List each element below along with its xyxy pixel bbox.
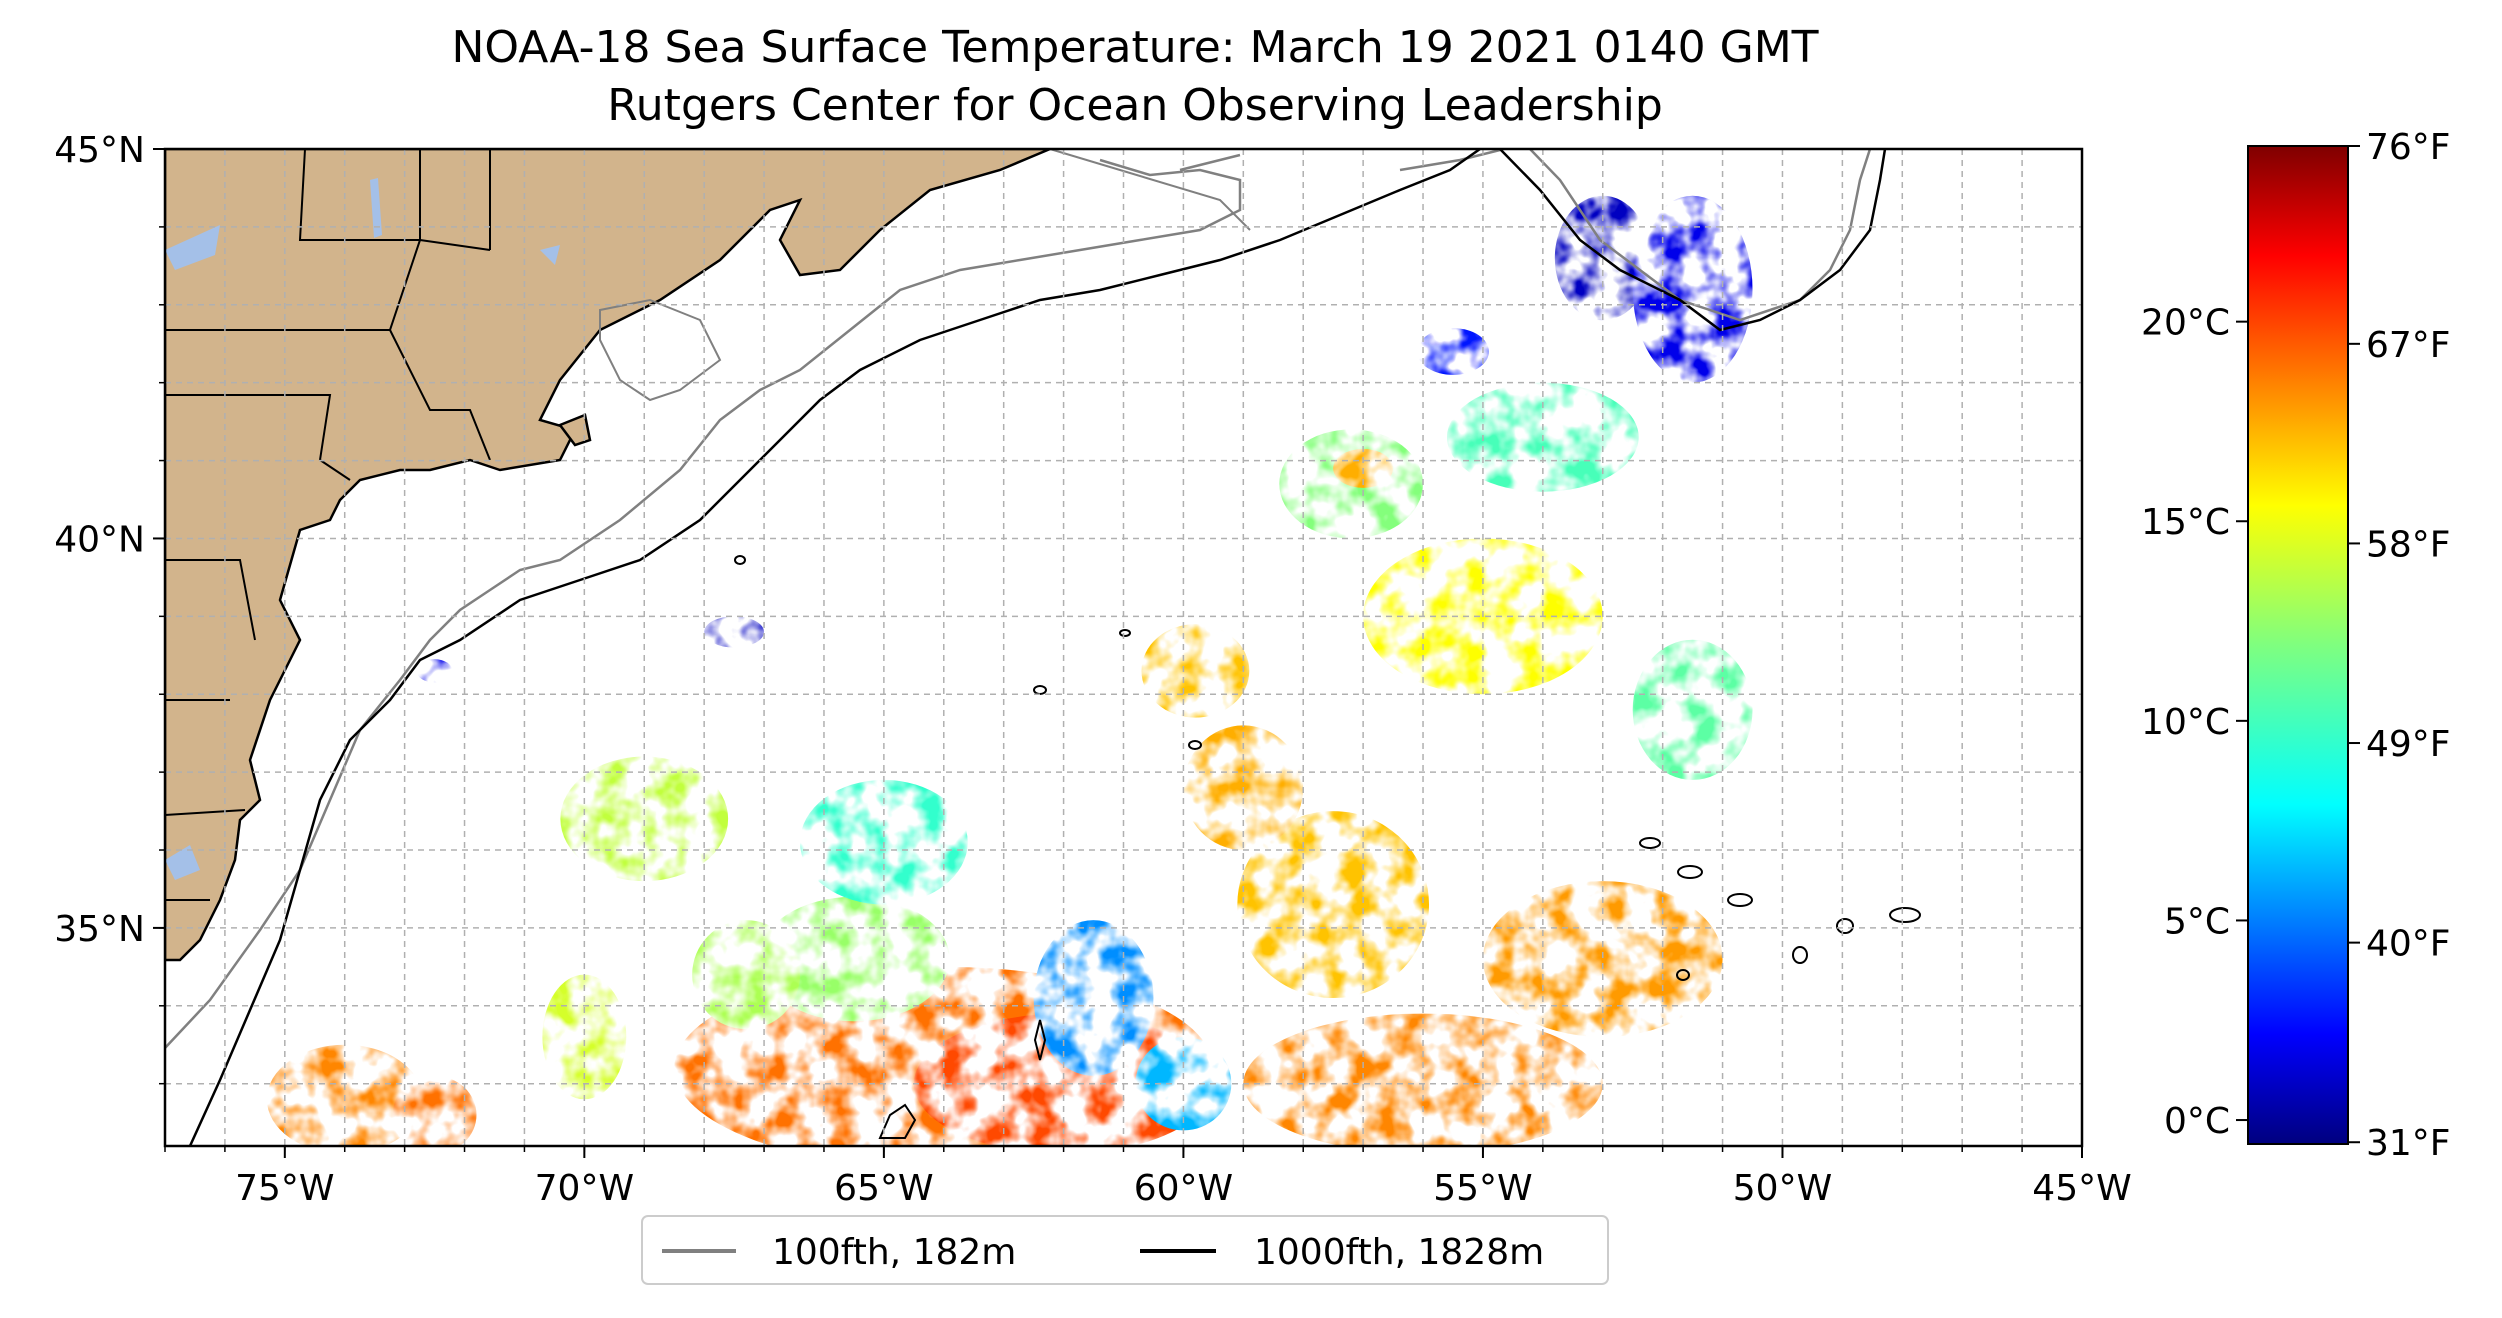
lon-tick-label: 70°W	[535, 1168, 634, 1209]
lat-tick-label: 35°N	[54, 909, 145, 950]
sst-patch	[1135, 1036, 1232, 1131]
map-title: NOAA-18 Sea Surface Temperature: March 1…	[451, 22, 1819, 73]
colorbar-celsius-label: 5°C	[2164, 901, 2230, 942]
colorbar-celsius-label: 10°C	[2141, 702, 2230, 743]
lat-tick-label: 45°N	[54, 130, 145, 171]
colorbar-fahrenheit-label: 67°F	[2366, 325, 2451, 366]
colorbar-celsius-axis: 0°C 5°C 10°C 15°C 20°C	[2141, 303, 2248, 1142]
sst-patch	[1243, 1013, 1603, 1146]
isobath-100fth-gulf-of-maine	[599, 149, 1251, 402]
colorbar-fahrenheit-label: 49°F	[2366, 724, 2451, 765]
lakes	[165, 178, 560, 880]
legend-label-1000fth: 1000fth, 1828m	[1254, 1232, 1544, 1273]
sst-patch	[1033, 920, 1154, 1076]
sst-patch	[1417, 328, 1489, 375]
legend-box	[641, 1215, 1609, 1285]
legend-label-100fth: 100fth, 182m	[772, 1232, 1016, 1273]
sst-patch	[416, 659, 453, 683]
gridlines	[164, 149, 2083, 1146]
sst-patch	[704, 616, 765, 648]
longitude-axis: 75°W 70°W 65°W 60°W 55°W 50°W 45°W	[164, 1146, 2132, 1209]
colorbar: 0°C 5°C 10°C 15°C 20°C 31°F 40°F 49°F 58°F 67°F 7…	[2141, 127, 2450, 1164]
sst-patch	[1482, 881, 1723, 1037]
colorbar-celsius-label: 15°C	[2141, 502, 2230, 543]
state-borders	[165, 149, 491, 901]
colorbar-fahrenheit-label: 58°F	[2366, 524, 2451, 565]
land-cape-cod	[558, 413, 592, 447]
lon-tick-label: 55°W	[1433, 1168, 1532, 1209]
map-subtitle: Rutgers Center for Ocean Observing Leade…	[607, 80, 1663, 131]
lon-tick-label: 50°W	[1733, 1168, 1832, 1209]
lat-tick-label: 40°N	[54, 519, 145, 560]
colorbar-gradient	[2247, 145, 2349, 1145]
colorbar-fahrenheit-axis: 31°F 40°F 49°F 58°F 67°F 76°F	[2348, 127, 2451, 1164]
lon-tick-label: 45°W	[2032, 1168, 2131, 1209]
colorbar-fahrenheit-label: 31°F	[2366, 1123, 2451, 1164]
isobath-1000fth	[188, 149, 1887, 1146]
colorbar-celsius-label: 0°C	[2164, 1101, 2230, 1142]
lon-tick-label: 65°W	[834, 1168, 933, 1209]
sst-patch	[1632, 639, 1753, 780]
colorbar-celsius-label: 20°C	[2141, 303, 2230, 344]
legend: 100fth, 182m 1000fth, 1828m	[641, 1215, 1609, 1285]
sst-patch	[1632, 195, 1753, 383]
latitude-axis: 45°N 40°N 35°N	[54, 130, 165, 1085]
sst-patch	[392, 1075, 477, 1146]
sst-patch	[542, 974, 627, 1100]
sst-patch	[560, 756, 729, 882]
colorbar-fahrenheit-label: 76°F	[2366, 127, 2451, 168]
sst-patch	[1237, 811, 1430, 999]
seamounts	[734, 555, 1921, 1139]
land-usa	[165, 149, 1051, 962]
sst-patch	[692, 920, 801, 1030]
lon-tick-label: 60°W	[1134, 1168, 1233, 1209]
colorbar-fahrenheit-label: 40°F	[2366, 924, 2451, 965]
sst-patch	[1141, 624, 1250, 718]
lon-tick-label: 75°W	[235, 1168, 334, 1209]
isobath-100fth	[165, 149, 1872, 1049]
